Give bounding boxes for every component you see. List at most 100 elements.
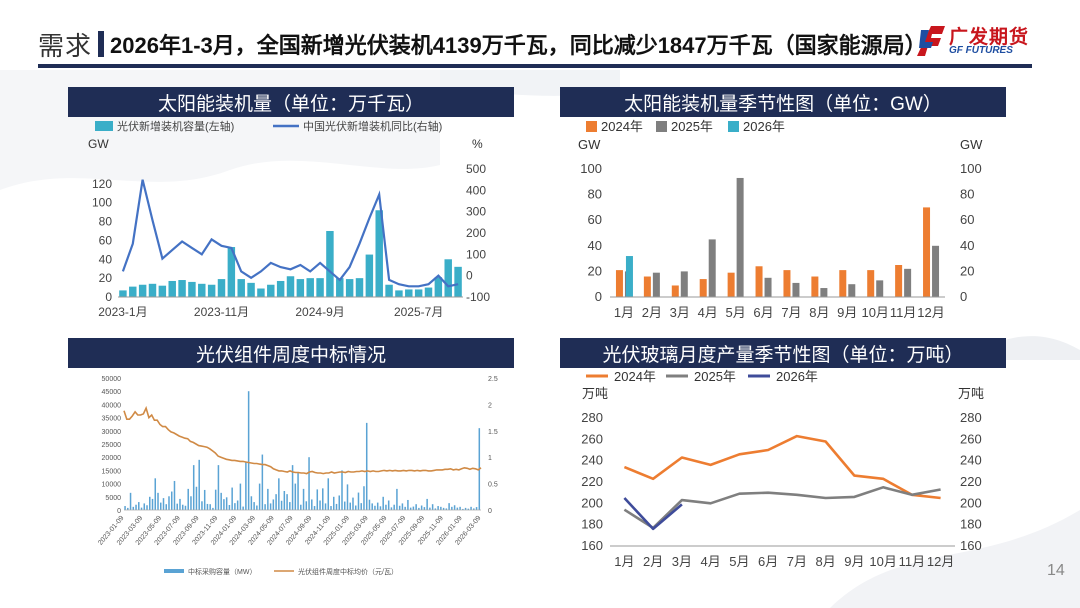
bar-bid-volume: [165, 504, 168, 510]
y-tick-label: 280: [581, 410, 603, 425]
y-tick-label: 260: [581, 431, 603, 446]
legend-label: 2025年: [671, 119, 713, 134]
x-tick-label: 9月: [837, 305, 857, 320]
x-tick-label: 11月: [899, 554, 926, 569]
bar-bid-volume: [319, 500, 321, 510]
bar-bid-volume: [201, 501, 203, 510]
bar-bid-volume: [247, 391, 250, 510]
y-axis-unit-right: GW: [960, 137, 983, 152]
bar-bid-volume: [349, 502, 351, 510]
bar-2024年: [727, 272, 735, 297]
x-tick-label: 2024-9月: [295, 305, 344, 319]
x-tick-label: 5月: [726, 305, 746, 320]
bar-bid-volume: [294, 483, 297, 510]
x-tick-label: 12月: [927, 554, 954, 569]
bar-bid-volume: [127, 507, 129, 510]
bar-bid-volume: [305, 501, 308, 510]
bar-bid-volume: [313, 506, 316, 510]
bar-bid-volume: [456, 507, 459, 510]
bar-bid-volume: [267, 488, 269, 510]
bar-capacity: [395, 290, 403, 297]
bar-2025年: [652, 272, 660, 297]
bar-capacity: [326, 231, 334, 297]
bar-bid-volume: [440, 506, 442, 510]
line-bid-price: [123, 405, 482, 475]
bar-bid-volume: [162, 498, 165, 510]
bar-capacity: [237, 279, 245, 297]
bar-capacity: [345, 279, 354, 297]
x-tick-label: 3月: [670, 305, 690, 320]
y-tick-label: 120: [92, 177, 112, 191]
bar-bid-volume: [338, 495, 341, 510]
bar-2024年: [783, 270, 791, 297]
y2-tick-label: 0: [960, 289, 967, 304]
bar-bid-volume: [275, 494, 277, 510]
y-tick-label: 50000: [102, 376, 122, 383]
y2-tick-label: 400: [466, 183, 486, 197]
x-tick-label: 6月: [753, 305, 773, 320]
y2-tick-label: 0: [488, 508, 492, 515]
bar-bid-volume: [261, 454, 264, 510]
bar-bid-volume: [223, 499, 225, 510]
bar-2024年: [671, 285, 679, 297]
x-tick-label: 10月: [869, 554, 896, 569]
bar-bid-volume: [437, 506, 439, 510]
bar-capacity: [188, 281, 196, 297]
legend-label: 2024年: [614, 369, 656, 384]
bar-bid-volume: [253, 502, 255, 510]
bar-bid-volume: [280, 500, 283, 510]
bar-2025年: [792, 282, 800, 297]
bar-capacity: [434, 277, 443, 297]
bar-capacity: [444, 259, 452, 297]
logo-text-cn: 广发期货: [949, 27, 1030, 48]
y2-tick-label: 500: [466, 162, 486, 176]
bar-bid-volume: [269, 503, 272, 510]
bar-capacity: [424, 287, 433, 297]
bar-bid-volume: [192, 465, 195, 510]
y-tick-label: 200: [581, 495, 603, 510]
bar-bid-volume: [390, 507, 393, 510]
bar-bid-volume: [365, 422, 368, 510]
y2-tick-label: 0: [466, 269, 473, 283]
bar-bid-volume: [453, 505, 456, 510]
y2-tick-label: 280: [960, 410, 982, 425]
bar-bid-volume: [198, 459, 200, 510]
y-axis-unit-left: GW: [578, 137, 601, 152]
bar-bid-volume: [289, 502, 291, 510]
bar-bid-volume: [426, 498, 428, 510]
bar-capacity: [247, 282, 255, 297]
y-axis-unit-right: %: [472, 137, 483, 151]
y-tick-label: 160: [581, 538, 603, 553]
bar-bid-volume: [412, 506, 415, 510]
bar-bid-volume: [409, 507, 412, 510]
bar-bid-volume: [396, 488, 398, 510]
y-tick-label: 100: [580, 161, 602, 176]
header-rule: [38, 64, 1032, 68]
y2-tick-label: 1.5: [488, 429, 498, 436]
bar-bid-volume: [354, 505, 357, 510]
bar-bid-volume: [151, 498, 154, 510]
bar-capacity: [375, 210, 383, 297]
bar-bid-volume: [401, 503, 404, 510]
bar-bid-volume: [404, 506, 406, 510]
y-tick-label: 0: [595, 289, 602, 304]
bar-capacity: [257, 288, 265, 297]
bar-bid-volume: [146, 505, 148, 510]
bar-bid-volume: [464, 507, 467, 510]
bar-2025年: [764, 277, 772, 297]
bar-bid-volume: [379, 506, 382, 510]
bar-bid-volume: [431, 504, 434, 510]
bar-bid-volume: [300, 504, 302, 510]
bar-capacity: [365, 254, 374, 297]
y2-tick-label: 100: [960, 161, 982, 176]
legend-label: 2024年: [601, 119, 643, 134]
bar-bid-volume: [429, 507, 431, 510]
bar-capacity: [168, 280, 176, 297]
y2-tick-label: 160: [960, 538, 982, 553]
bar-bid-volume: [467, 508, 470, 510]
bar-capacity: [316, 278, 324, 297]
x-tick-label: 9月: [844, 554, 864, 569]
bar-bid-volume: [387, 500, 390, 510]
y-tick-label: 25000: [102, 442, 122, 449]
